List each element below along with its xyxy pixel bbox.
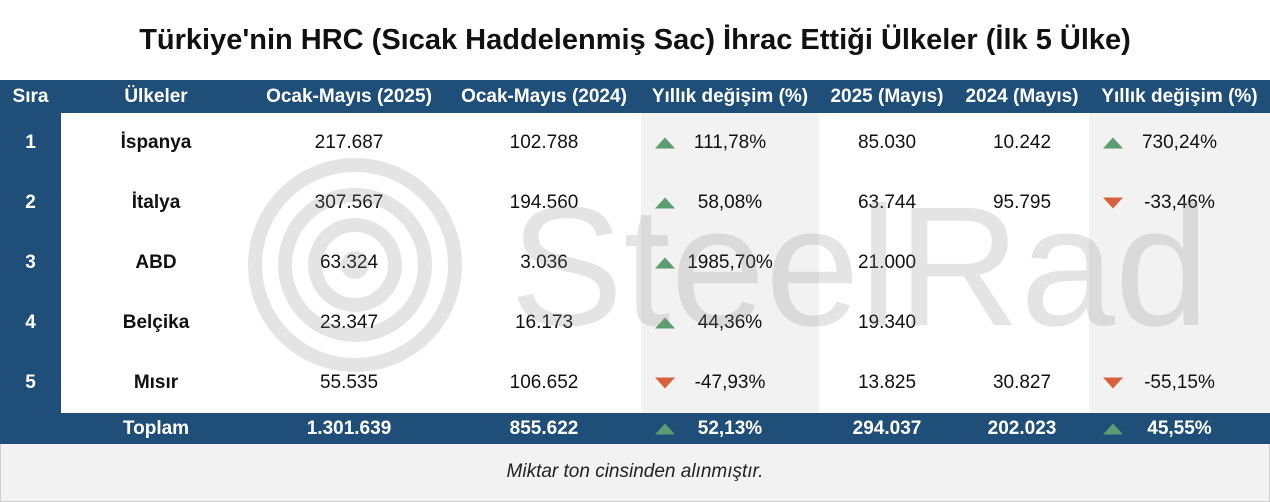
may-change-cell: -33,46%: [1089, 173, 1270, 233]
change-value: -33,46%: [1144, 192, 1215, 213]
header-ytd-2024: Ocak-Mayıs (2024): [447, 80, 641, 113]
table-row: 5 Mısır 55.535 106.652 -47,93% 13.825 30.827 -5…: [0, 353, 1270, 413]
change-value: 44,36%: [697, 312, 763, 333]
ytd-2024-cell: 16.173: [447, 293, 641, 353]
may-2025-cell: 85.030: [819, 113, 955, 173]
up-arrow-icon: [1103, 137, 1123, 149]
table-row: 3 ABD 63.324 3.036 1985,70% 21.000: [0, 233, 1270, 293]
change-value: 111,78%: [693, 132, 767, 153]
may-2025-cell: 21.000: [819, 233, 955, 293]
country-cell: Mısır: [61, 353, 251, 413]
up-arrow-icon: [655, 423, 675, 434]
rank-cell: 1: [0, 113, 61, 173]
header-ytd-2025: Ocak-Mayıs (2025): [251, 80, 447, 113]
rank-cell: 2: [0, 173, 61, 233]
change-value: 1985,70%: [687, 252, 773, 273]
ytd-2025-cell: 63.324: [251, 233, 447, 293]
may-change-cell: -55,15%: [1089, 353, 1270, 413]
total-ytd-change: 52,13%: [641, 413, 819, 444]
header-may-change: Yıllık değişim (%): [1089, 80, 1270, 113]
ytd-change-cell: -47,93%: [641, 353, 819, 413]
ytd-2024-cell: 102.788: [447, 113, 641, 173]
ytd-change-cell: 58,08%: [641, 173, 819, 233]
total-may-2025: 294.037: [819, 413, 955, 444]
may-2024-cell: [955, 293, 1089, 353]
export-table: Sıra Ülkeler Ocak-Mayıs (2025) Ocak-Mayı…: [0, 80, 1270, 444]
change-value: 58,08%: [697, 192, 763, 213]
ytd-2024-cell: 3.036: [447, 233, 641, 293]
country-cell: ABD: [61, 233, 251, 293]
header-row: Sıra Ülkeler Ocak-Mayıs (2025) Ocak-Mayı…: [0, 80, 1270, 113]
ytd-change-cell: 111,78%: [641, 113, 819, 173]
total-rank-cell: [0, 413, 61, 444]
ytd-2025-cell: 23.347: [251, 293, 447, 353]
ytd-change-cell: 1985,70%: [641, 233, 819, 293]
up-arrow-icon: [655, 317, 675, 329]
header-ytd-change: Yıllık değişim (%): [641, 80, 819, 113]
rank-cell: 3: [0, 233, 61, 293]
down-arrow-icon: [1103, 377, 1123, 389]
up-arrow-icon: [655, 257, 675, 269]
change-value: -47,93%: [694, 372, 766, 393]
country-cell: Belçika: [61, 293, 251, 353]
country-cell: İtalya: [61, 173, 251, 233]
may-2024-cell: 30.827: [955, 353, 1089, 413]
may-change-cell: 730,24%: [1089, 113, 1270, 173]
header-country: Ülkeler: [61, 80, 251, 113]
table-row: 2 İtalya 307.567 194.560 58,08% 63.744 95.795 -…: [0, 173, 1270, 233]
total-label: Toplam: [61, 413, 251, 444]
may-2025-cell: 19.340: [819, 293, 955, 353]
ytd-change-cell: 44,36%: [641, 293, 819, 353]
country-cell: İspanya: [61, 113, 251, 173]
rank-cell: 4: [0, 293, 61, 353]
total-ytd-change-value: 52,13%: [697, 417, 763, 439]
ytd-2025-cell: 217.687: [251, 113, 447, 173]
down-arrow-icon: [1103, 197, 1123, 209]
page-title: Türkiye'nin HRC (Sıcak Haddelenmiş Sac) …: [0, 0, 1270, 80]
ytd-2025-cell: 55.535: [251, 353, 447, 413]
header-may-2025: 2025 (Mayıs): [819, 80, 955, 113]
total-may-2024: 202.023: [955, 413, 1089, 444]
may-2024-cell: 10.242: [955, 113, 1089, 173]
total-may-change-value: 45,55%: [1147, 417, 1212, 439]
change-value: 730,24%: [1141, 132, 1217, 153]
up-arrow-icon: [655, 197, 675, 209]
footnote: Miktar ton cinsinden alınmıştır.: [506, 460, 764, 482]
ytd-2024-cell: 194.560: [447, 173, 641, 233]
up-arrow-icon: [1103, 423, 1123, 434]
down-arrow-icon: [655, 377, 675, 389]
may-change-cell: [1089, 293, 1270, 353]
up-arrow-icon: [655, 137, 675, 149]
change-value: -55,15%: [1144, 372, 1215, 393]
may-2025-cell: 13.825: [819, 353, 955, 413]
total-ytd-2025: 1.301.639: [251, 413, 447, 444]
total-row: Toplam 1.301.639 855.622 52,13% 294.037 …: [0, 413, 1270, 444]
may-2025-cell: 63.744: [819, 173, 955, 233]
ytd-2025-cell: 307.567: [251, 173, 447, 233]
may-change-cell: [1089, 233, 1270, 293]
may-2024-cell: [955, 233, 1089, 293]
total-ytd-2024: 855.622: [447, 413, 641, 444]
may-2024-cell: 95.795: [955, 173, 1089, 233]
ytd-2024-cell: 106.652: [447, 353, 641, 413]
header-may-2024: 2024 (Mayıs): [955, 80, 1089, 113]
header-rank: Sıra: [0, 80, 61, 113]
table-row: 4 Belçika 23.347 16.173 44,36% 19.340: [0, 293, 1270, 353]
table-row: 1 İspanya 217.687 102.788 111,78% 85.030 10.24…: [0, 113, 1270, 173]
total-may-change: 45,55%: [1089, 413, 1270, 444]
rank-cell: 5: [0, 353, 61, 413]
